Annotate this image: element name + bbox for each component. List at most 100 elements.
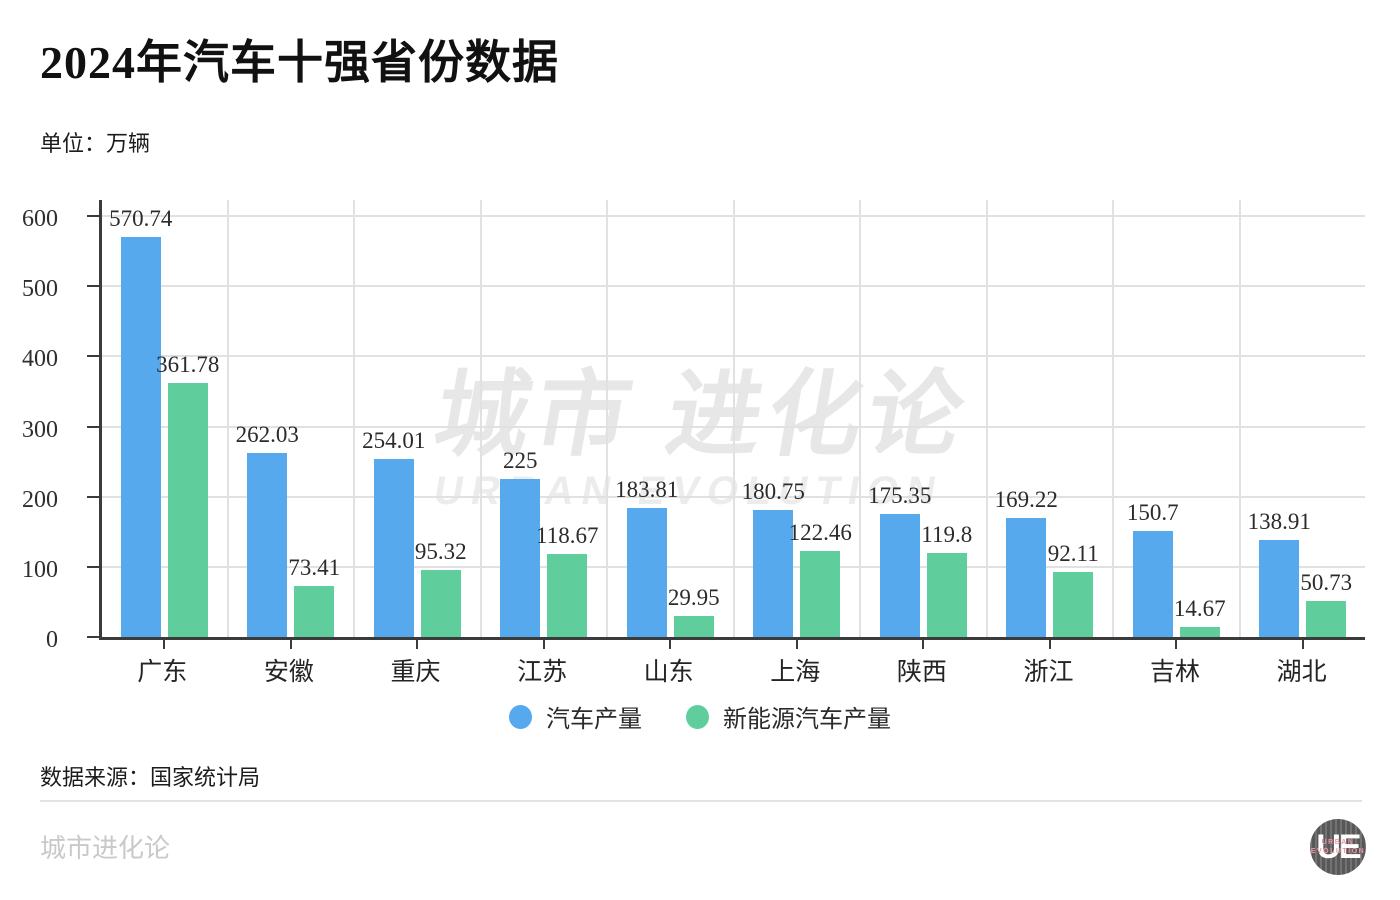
bar xyxy=(926,552,967,637)
bar-value-label: 175.35 xyxy=(868,482,932,508)
x-category-label: 广东 xyxy=(137,659,188,686)
x-tick-mark xyxy=(669,640,672,649)
bar-value-label: 92.11 xyxy=(1047,541,1099,567)
bar xyxy=(673,616,714,637)
x-category-label: 吉林 xyxy=(1150,659,1201,686)
bar-value-label: 14.67 xyxy=(1173,595,1226,621)
x-tick-mark xyxy=(1048,640,1051,649)
x-tick-mark xyxy=(163,640,166,649)
legend-label: 汽车产量 xyxy=(546,707,642,733)
bar-group: 254.01 95.32 xyxy=(353,200,480,649)
legend-dot-icon xyxy=(686,704,709,729)
y-tick-mark xyxy=(87,425,99,428)
x-tick-mark xyxy=(795,640,798,649)
brand-name: 城市进化论 xyxy=(40,834,171,863)
gridline xyxy=(102,425,1365,428)
bar-value-label: 95.32 xyxy=(414,539,467,565)
bar xyxy=(800,551,841,637)
bar xyxy=(1179,626,1220,637)
legend-label: 新能源汽车产量 xyxy=(723,707,891,733)
bar-value-label: 169.22 xyxy=(994,487,1058,513)
bar-column: 225 xyxy=(500,200,541,637)
gridline xyxy=(102,565,1365,568)
data-source: 数据来源：国家统计局 xyxy=(40,765,261,790)
bar-value-label: 150.7 xyxy=(1126,500,1179,526)
legend-dot-icon xyxy=(509,704,532,729)
bar-value-label: 183.81 xyxy=(615,477,679,503)
legend-item: 新能源汽车产量 xyxy=(686,699,891,734)
y-tick-label: 200 xyxy=(22,486,58,513)
chart-title: 2024年汽车十强省份数据 xyxy=(40,37,559,88)
plot-area: 570.74 361.78 262.03 73.41 254.01 95.32 225 118… xyxy=(87,200,1366,649)
bar xyxy=(420,570,461,637)
bar-column: 73.41 xyxy=(288,200,340,637)
bar-value-label: 361.78 xyxy=(156,352,220,378)
bar xyxy=(1306,601,1347,637)
bar-group: 169.22 92.11 xyxy=(985,200,1113,649)
bar-group: 138.91 50.73 xyxy=(1238,200,1366,649)
bar xyxy=(500,479,541,637)
bar-groups: 570.74 361.78 262.03 73.41 254.01 95.32 225 118… xyxy=(102,200,1366,649)
gridline xyxy=(102,495,1365,498)
bar-column: 262.03 xyxy=(236,200,299,637)
bar-value-label: 225 xyxy=(503,448,538,474)
bar-value-label: 50.73 xyxy=(1300,570,1353,596)
y-tick-label: 500 xyxy=(22,276,58,303)
bar-value-label: 254.01 xyxy=(362,427,426,453)
footer-divider xyxy=(40,800,1362,802)
bar-value-label: 29.95 xyxy=(667,585,720,610)
bar xyxy=(120,236,161,637)
y-tick-label: 600 xyxy=(22,206,58,232)
y-tick-mark xyxy=(87,285,99,288)
bar-value-label: 73.41 xyxy=(288,554,341,580)
x-tick-mark xyxy=(416,640,419,649)
y-tick-mark xyxy=(87,495,99,498)
unit-label: 单位：万辆 xyxy=(40,131,151,156)
bar-column: 92.11 xyxy=(1048,200,1099,637)
bar-column: 183.81 xyxy=(615,200,678,637)
bar-value-label: 262.03 xyxy=(235,422,299,448)
bar xyxy=(1006,518,1047,637)
y-tick-label: 300 xyxy=(22,416,58,443)
y-tick-label: 100 xyxy=(22,556,58,583)
bar xyxy=(1053,572,1094,637)
ue-logo-line2: EVOLUTION xyxy=(1310,848,1366,855)
bar xyxy=(373,458,414,637)
y-axis-labels: 0 100 200 300 400 500 600 xyxy=(0,200,80,653)
gridline xyxy=(102,285,1365,288)
bar-group: 570.74 361.78 xyxy=(102,200,227,649)
bar-group: 183.81 29.95 xyxy=(606,200,733,649)
bar-column: 180.75 xyxy=(742,200,805,637)
bar xyxy=(294,585,335,637)
bar xyxy=(1259,539,1300,637)
gridline xyxy=(102,215,1365,217)
bar-value-label: 570.74 xyxy=(109,205,173,231)
bar-column: 138.91 xyxy=(1248,200,1311,637)
x-category-label: 重庆 xyxy=(390,659,441,686)
bar xyxy=(626,508,667,637)
y-tick-label: 0 xyxy=(46,627,58,653)
legend: 汽车产量 新能源汽车产量 xyxy=(0,699,1400,734)
bar-column: 122.46 xyxy=(789,200,852,637)
bar xyxy=(167,383,208,637)
bar xyxy=(247,453,288,637)
bar-column: 150.7 xyxy=(1127,200,1179,637)
x-tick-mark xyxy=(542,640,545,649)
x-category-label: 湖北 xyxy=(1276,659,1327,686)
y-tick-label: 400 xyxy=(22,346,58,373)
bar-group: 180.75 122.46 xyxy=(732,200,860,649)
bar-value-label: 180.75 xyxy=(741,479,805,505)
x-category-label: 陕西 xyxy=(896,659,947,686)
bar-column: 169.22 xyxy=(995,200,1058,637)
bar-column: 29.95 xyxy=(668,200,720,637)
gridline xyxy=(102,355,1365,358)
ue-logo: UE URBAN EVOLUTION xyxy=(1310,819,1366,875)
bar-value-label: 118.67 xyxy=(536,522,599,548)
bar xyxy=(879,513,920,637)
legend-item: 汽车产量 xyxy=(509,699,642,734)
x-tick-mark xyxy=(289,640,292,649)
bar-column: 119.8 xyxy=(921,200,972,637)
bar-column: 175.35 xyxy=(868,200,931,637)
bar-group: 175.35 119.8 xyxy=(859,200,986,649)
